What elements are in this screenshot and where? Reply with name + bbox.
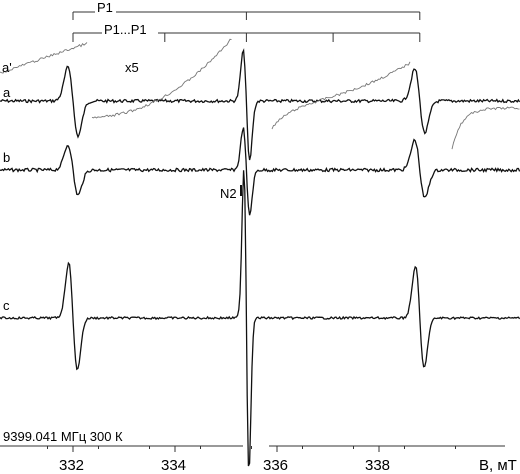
series-label-a-prime: a' (2, 60, 12, 75)
stick-label-p1: P1 (97, 0, 113, 15)
spectrum-a (0, 48, 520, 161)
spectrum-b (0, 127, 520, 216)
frequency-note: 9399.041 МГц 300 К (3, 429, 123, 444)
spectrum-c (0, 170, 520, 467)
x-tick-label-336: 336 (263, 457, 288, 474)
series-label-b: b (3, 150, 10, 165)
series-label-a: a (3, 85, 11, 100)
spectrum-a-prime-seg-3 (451, 106, 520, 150)
x-tick-label-334: 334 (161, 457, 186, 474)
peak-label-n2: N2 (220, 186, 237, 201)
stick-label-p1-p1: P1...P1 (104, 22, 147, 37)
spectrum-a-prime-seg-1 (91, 38, 232, 119)
spectrum-a-prime-seg-0 (0, 42, 88, 74)
stick-diagram (72, 11, 421, 196)
x-tick-label-338: 338 (365, 457, 390, 474)
x-axis-label: B, мТ (479, 457, 517, 474)
x-tick-label-332: 332 (59, 457, 84, 474)
spectra-group (0, 38, 520, 467)
series-label-c: c (3, 298, 10, 313)
x-axis: 332 334 336 338 (0, 445, 505, 474)
scale-label-x5: x5 (125, 60, 139, 75)
spectrum-a-prime-seg-2 (271, 61, 411, 130)
